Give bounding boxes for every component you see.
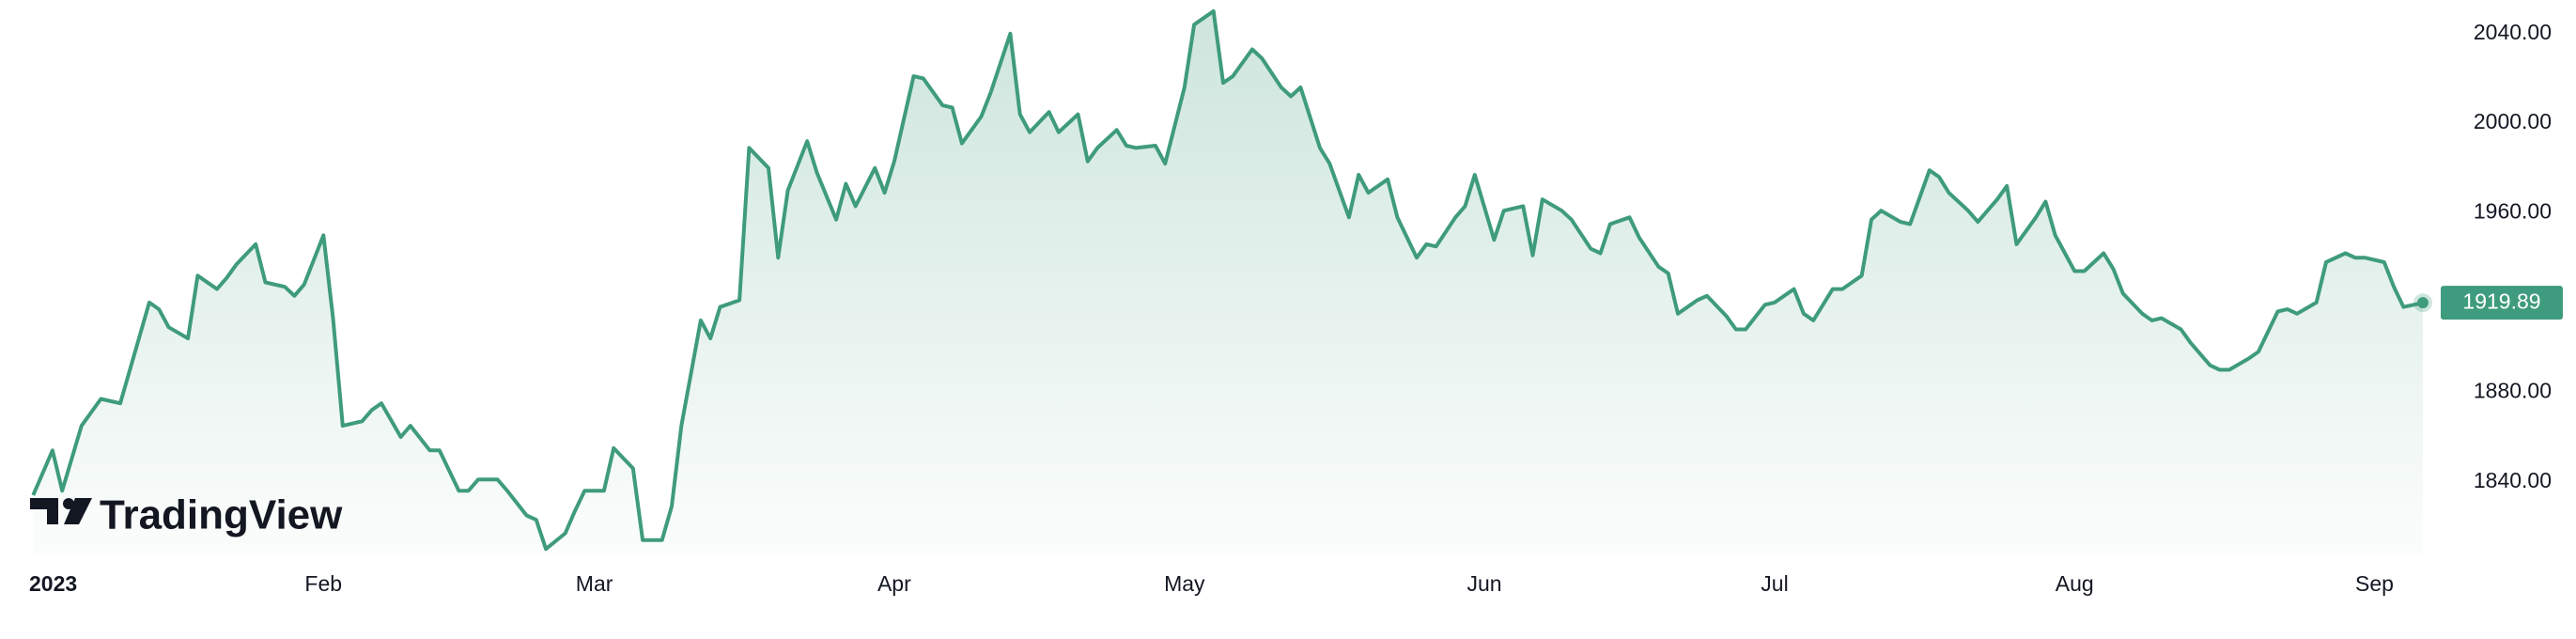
watermark: TradingView [30, 492, 343, 538]
y-tick-label: 1840.00 [2474, 468, 2552, 492]
x-tick-label: Jul [1761, 571, 1788, 596]
watermark-text: TradingView [100, 492, 343, 538]
y-tick-label: 1880.00 [2474, 378, 2552, 402]
logo-icon [64, 498, 92, 524]
y-tick-label: 1960.00 [2474, 199, 2552, 224]
x-tick-label: Mar [576, 571, 613, 596]
x-tick-label: Jun [1467, 571, 1502, 596]
last-point [2417, 297, 2429, 309]
x-tick-label: May [1164, 571, 1205, 596]
area-fill [33, 10, 2423, 553]
logo-icon [63, 498, 74, 509]
last-value-badge [2441, 286, 2563, 320]
y-tick-label: 2040.00 [2474, 20, 2552, 44]
logo-icon [30, 498, 58, 524]
y-tick-label: 2000.00 [2474, 109, 2552, 133]
x-tick-label: Aug [2056, 571, 2094, 596]
x-tick-label: Sep [2355, 571, 2394, 596]
last-value-label: 1919.89 [2462, 288, 2540, 313]
x-tick-label: Feb [304, 571, 342, 596]
x-tick-label: 2023 [29, 571, 77, 596]
price-line [31, 8, 2424, 552]
x-tick-label: Apr [877, 571, 911, 596]
